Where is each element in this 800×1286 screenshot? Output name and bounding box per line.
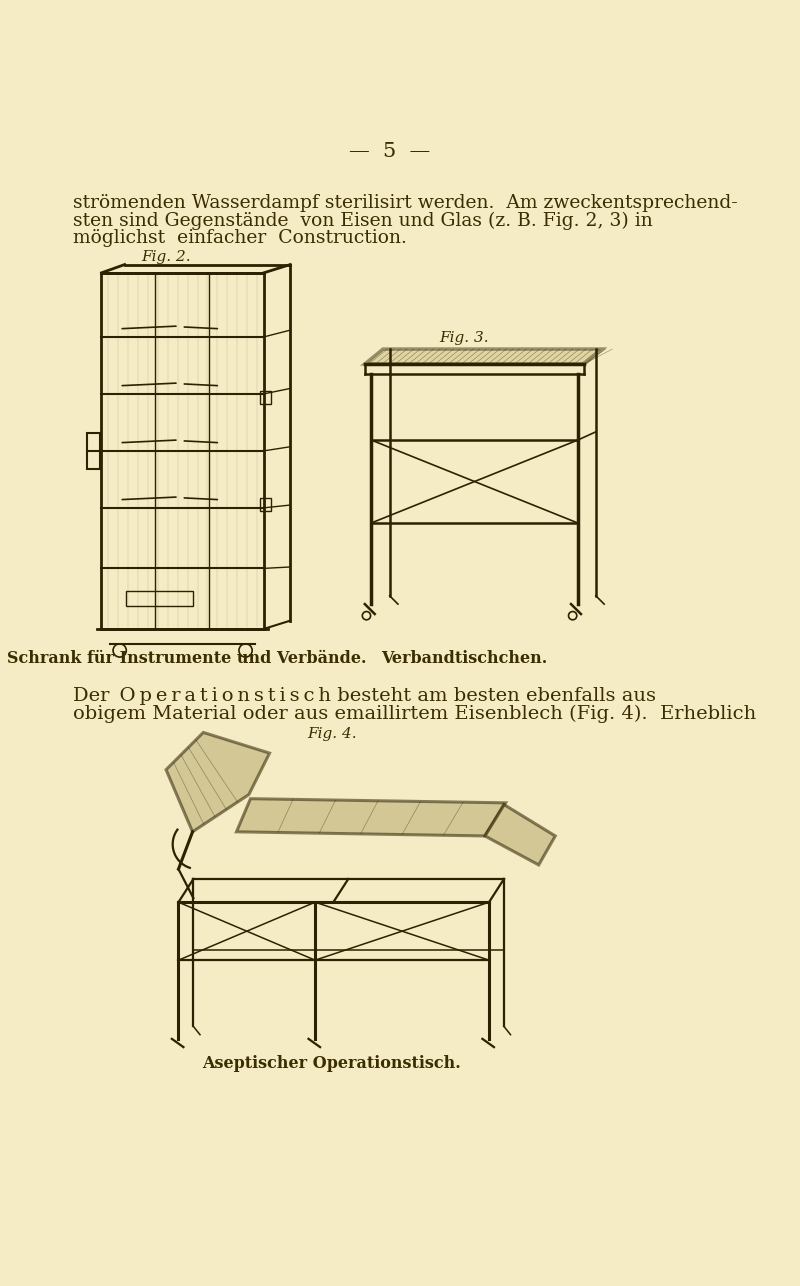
Bar: [86, 432, 100, 469]
Text: möglichst  einfacher  Construction.: möglichst einfacher Construction.: [74, 229, 407, 247]
Text: sten sind Gegenstände  von Eisen und Glas (z. B. Fig. 2, 3) in: sten sind Gegenstände von Eisen und Glas…: [74, 212, 653, 230]
Bar: [260, 498, 271, 511]
Text: strömenden Wasserdampf sterilisirt werden.  Am zweckentsprechend-: strömenden Wasserdampf sterilisirt werde…: [74, 194, 738, 212]
Text: Schrank für Instrumente und Verbände.: Schrank für Instrumente und Verbände.: [7, 649, 366, 666]
Polygon shape: [237, 799, 506, 836]
Text: Der  O p e r a t i o n s t i s c h besteht am besten ebenfalls aus: Der O p e r a t i o n s t i s c h besteh…: [74, 687, 656, 705]
Polygon shape: [365, 349, 602, 364]
Text: Fig. 2.: Fig. 2.: [142, 251, 191, 265]
Polygon shape: [485, 805, 555, 865]
Text: Verbandtischchen.: Verbandtischchen.: [381, 649, 547, 666]
Polygon shape: [166, 733, 270, 832]
Bar: [260, 391, 271, 404]
Text: obigem Material oder aus emaillirtem Eisenblech (Fig. 4).  Erheblich: obigem Material oder aus emaillirtem Eis…: [74, 705, 757, 723]
Text: —  5  —: — 5 —: [349, 141, 430, 161]
Text: Fig. 4.: Fig. 4.: [307, 728, 357, 742]
Text: Fig. 3.: Fig. 3.: [439, 331, 489, 345]
Text: Aseptischer Operationstisch.: Aseptischer Operationstisch.: [202, 1056, 461, 1073]
Bar: [126, 590, 193, 606]
